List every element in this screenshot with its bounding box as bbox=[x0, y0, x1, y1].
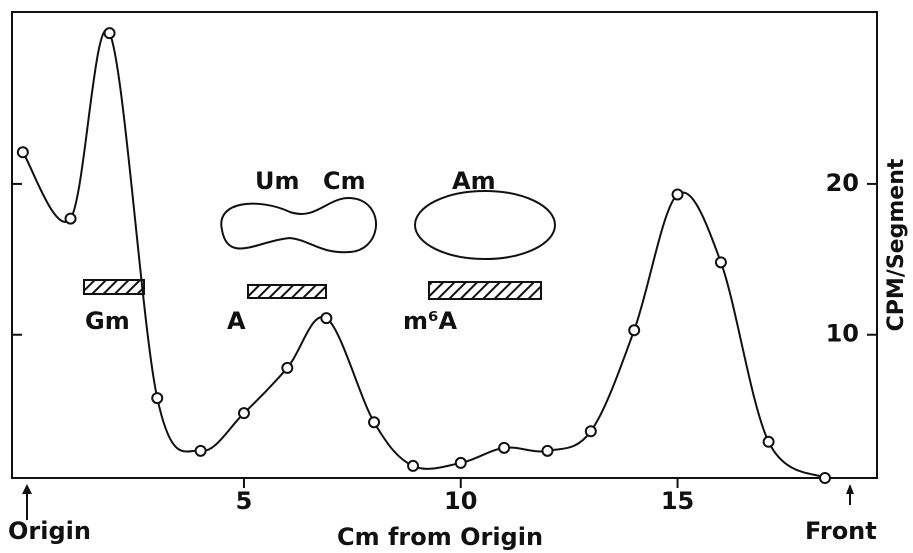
x-axis-label: Cm from Origin bbox=[337, 523, 543, 551]
data-point bbox=[194, 444, 207, 457]
data-point bbox=[628, 324, 641, 337]
data-point bbox=[541, 444, 554, 457]
annotation: A bbox=[227, 307, 246, 335]
y-axis-label: CPM/Segment bbox=[884, 158, 909, 331]
y-tick-label: 10 bbox=[826, 320, 859, 348]
data-point bbox=[498, 441, 511, 454]
data-point bbox=[584, 425, 597, 438]
spot-am bbox=[414, 190, 556, 260]
data-point bbox=[320, 312, 333, 325]
data-point bbox=[762, 435, 775, 448]
data-point bbox=[103, 27, 116, 40]
spot-um-cm bbox=[220, 197, 377, 254]
marker-m6a bbox=[428, 281, 542, 300]
origin-arrowhead bbox=[22, 484, 32, 494]
x-tick-label: 10 bbox=[444, 487, 477, 515]
annotation: Origin bbox=[8, 517, 91, 545]
data-point bbox=[671, 188, 684, 201]
data-point bbox=[237, 407, 250, 420]
x-tick-label: 5 bbox=[236, 487, 253, 515]
annotation: Front bbox=[805, 517, 877, 545]
data-point bbox=[454, 456, 467, 469]
annotation: Am bbox=[452, 167, 496, 195]
data-point bbox=[64, 212, 77, 225]
y-tick-label: 20 bbox=[826, 169, 859, 197]
marker-gm bbox=[83, 279, 145, 295]
data-line bbox=[21, 29, 826, 479]
data-point bbox=[151, 392, 164, 405]
data-point bbox=[407, 459, 420, 472]
annotation: m⁶A bbox=[403, 307, 458, 335]
plot-frame bbox=[11, 11, 878, 479]
data-point bbox=[16, 146, 29, 159]
data-point bbox=[714, 256, 727, 269]
front-arrowhead bbox=[846, 484, 854, 494]
annotation: Um bbox=[255, 167, 300, 195]
annotation: Cm bbox=[323, 167, 366, 195]
data-point bbox=[368, 416, 381, 429]
marker-a bbox=[247, 284, 327, 299]
data-point bbox=[818, 472, 831, 484]
annotation: Gm bbox=[85, 307, 130, 335]
x-tick-label: 15 bbox=[661, 487, 694, 515]
data-point bbox=[281, 361, 294, 374]
